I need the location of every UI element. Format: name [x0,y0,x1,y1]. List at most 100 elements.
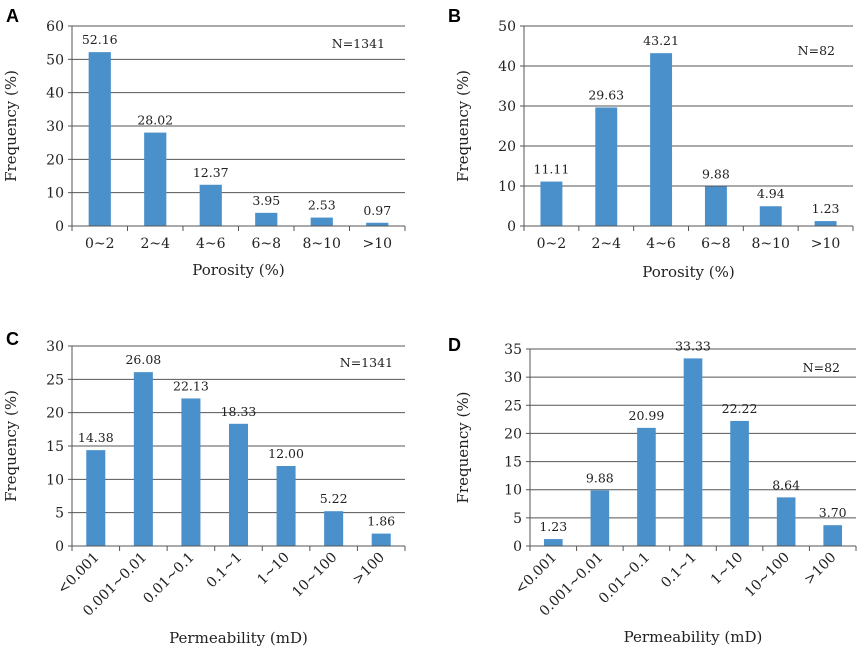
y-axis-title: Frequency (%) [2,70,20,182]
x-tick-label: 4~6 [196,236,226,252]
sample-size-label: N=1341 [340,355,393,370]
bar [730,420,749,546]
data-label: 4.94 [757,186,785,201]
sample-size-label: N=82 [803,360,840,375]
data-label: 3.95 [252,193,280,208]
y-tick-label: 0 [55,219,64,235]
x-tick-label: 4~6 [646,236,676,252]
y-tick-label: 15 [504,455,522,471]
y-tick-label: 15 [46,439,64,455]
x-tick-label: 0~2 [537,236,567,252]
data-label: 11.11 [534,162,570,177]
y-tick-label: 40 [46,86,64,102]
bar [590,490,610,546]
data-label: 3.70 [819,505,847,520]
panel-b: B 0 10 20 30 40 50 11.11 0~2 29.63 2~4 43.21 4~6 9.88… [448,6,854,281]
bar [276,466,296,546]
bar [310,217,333,226]
y-tick-label: 10 [498,179,516,195]
bar [683,358,703,546]
bar [324,511,344,546]
panel-d: D051015202530351.23<0.0019.880.001~0.012… [448,335,857,646]
x-tick-label: 8~10 [303,236,341,252]
x-tick-label: 0.1~1 [658,550,700,592]
data-label: 29.63 [588,87,624,102]
bar [228,423,249,546]
y-tick-label: 25 [504,398,522,414]
x-axis-title: Permeability (mD) [169,629,308,647]
panel-letter: B [448,6,461,26]
bar [88,52,111,227]
data-label: 9.88 [586,470,614,485]
x-axis-title: Porosity (%) [192,261,284,279]
x-tick-label: <0.001 [512,550,560,598]
y-tick-label: 20 [498,139,516,155]
bar [255,212,278,226]
x-tick-label: 10~100 [289,550,340,601]
y-tick-label: 30 [46,119,64,135]
x-tick-label: 6~8 [251,236,281,252]
x-tick-label: 0.01~0.1 [596,550,653,607]
data-label: 1.23 [812,201,840,216]
x-tick-label: >10 [362,236,392,252]
bar [595,107,618,226]
data-label: 33.33 [675,338,711,353]
y-tick-label: 0 [55,539,64,555]
data-label: 20.99 [629,408,665,423]
data-label: 14.38 [78,430,114,445]
bar [199,184,222,226]
data-label: 8.64 [772,477,800,492]
x-tick-label: <0.001 [55,550,103,598]
bar [823,525,843,546]
bar [704,186,727,226]
y-tick-label: 10 [504,483,522,499]
bar [371,533,391,546]
x-axis-title: Porosity (%) [642,263,734,281]
x-tick-label: 2~4 [140,236,170,252]
x-tick-label: 2~4 [591,236,621,252]
y-tick-label: 60 [46,19,64,35]
y-tick-label: 5 [55,506,64,522]
bar [181,398,201,546]
y-tick-label: 20 [46,152,64,168]
y-tick-label: 20 [46,406,64,422]
sample-size-label: N=82 [798,43,835,58]
data-label: 22.22 [722,401,758,416]
y-tick-label: 25 [46,372,64,388]
data-label: 28.02 [137,113,173,128]
panel-letter: A [6,6,19,26]
data-label: 26.08 [125,352,161,367]
x-tick-label: >10 [811,236,841,252]
y-tick-label: 40 [498,59,516,75]
data-label: 12.37 [193,165,229,180]
bar [543,539,563,546]
x-tick-label: 0.01~0.1 [140,550,197,607]
data-label: 12.00 [268,446,304,461]
bar [637,427,656,546]
bar [814,221,837,226]
x-tick-label: 10~100 [742,550,793,601]
data-label: 18.33 [221,404,257,419]
x-tick-label: 8~10 [752,236,790,252]
x-tick-label: 0~2 [85,236,115,252]
panel-a: A 0 10 20 30 40 50 60 52.16 0~2 28.02 2~4 12.37 4~6 3.… [2,6,406,279]
y-tick-label: 35 [504,342,522,358]
data-label: 22.13 [173,378,209,393]
y-axis-title: Frequency (%) [2,390,20,502]
data-label: 1.23 [539,519,567,534]
bar [86,450,106,546]
x-tick-label: 1~10 [708,550,747,589]
x-tick-label: 1~10 [254,550,293,589]
sample-size-label: N=1341 [332,36,385,51]
x-tick-label: 0.1~1 [204,550,246,592]
x-tick-label: >100 [350,550,389,589]
y-tick-label: 50 [498,19,516,35]
bar [144,132,167,226]
y-axis-title: Frequency (%) [454,392,472,504]
data-label: 0.97 [363,203,391,218]
y-tick-label: 30 [504,370,522,386]
y-tick-label: 50 [46,52,64,68]
data-label: 43.21 [643,33,679,48]
data-label: 5.22 [320,491,348,506]
